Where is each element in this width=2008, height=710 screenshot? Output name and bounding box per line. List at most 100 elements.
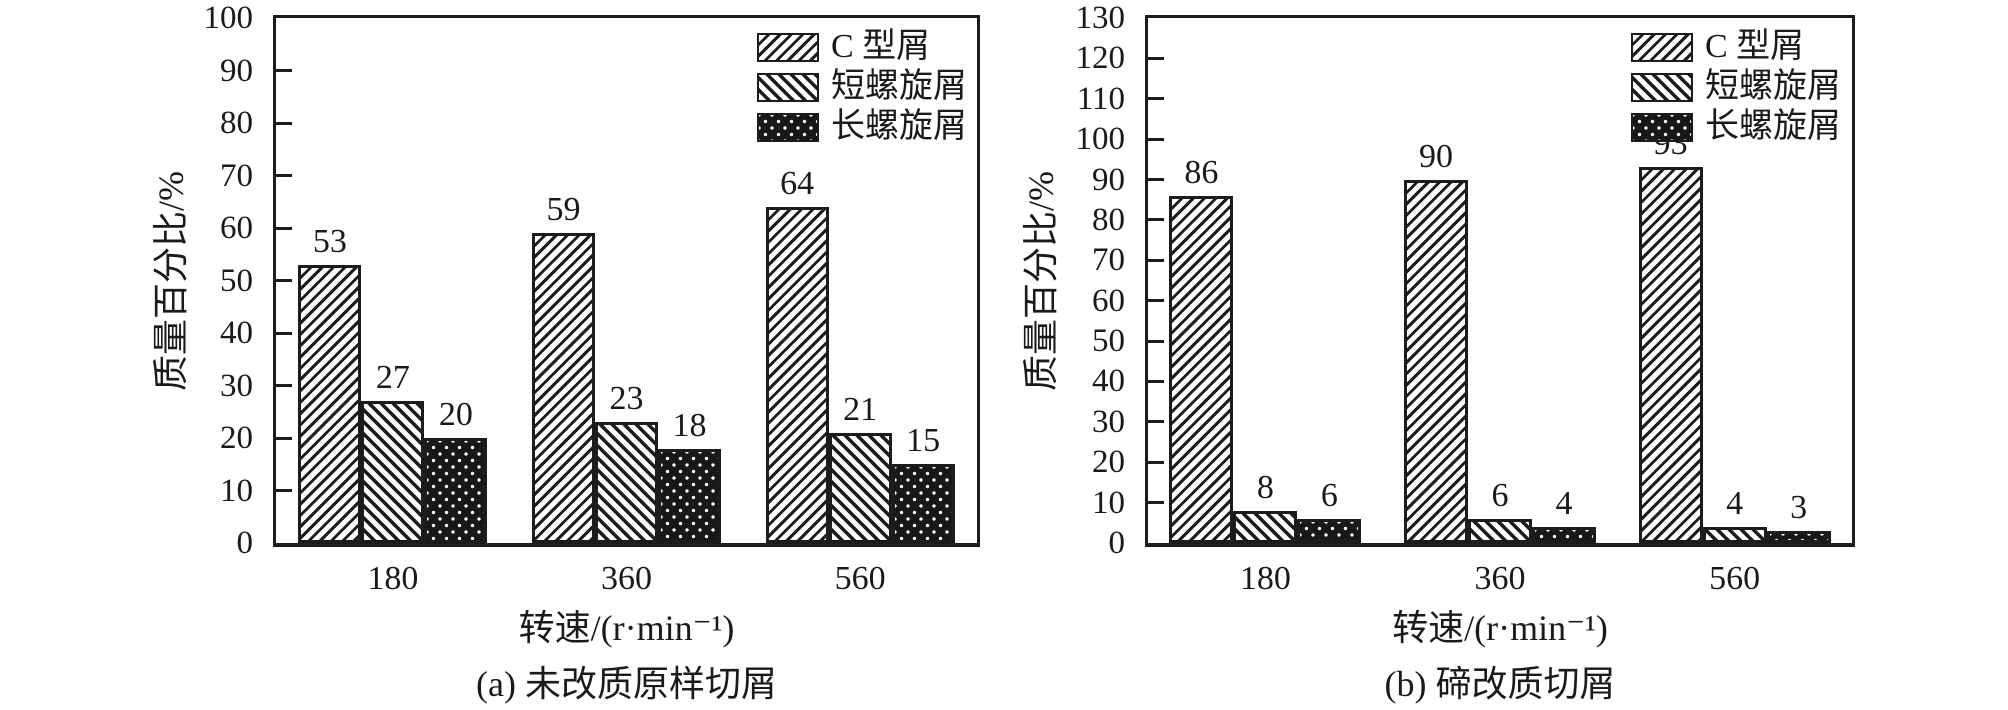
bar-value-label: 53 [312, 222, 347, 260]
x-axis-tick-label: 360 [1474, 560, 1526, 597]
y-axis-tick-label: 110 [1076, 80, 1125, 117]
y-axis-tick [1148, 460, 1164, 464]
bar-hatch-forward-diagonal-group2 [1404, 179, 1468, 543]
y-axis-tick-label: 30 [1092, 403, 1125, 440]
bar-hatch-back-diagonal-group1 [361, 401, 425, 543]
y-axis-tick-label: 100 [203, 0, 254, 36]
y-axis-tick-label: 60 [1092, 282, 1125, 319]
bar-value-label: 90 [1419, 137, 1453, 175]
y-axis-tick [276, 279, 292, 282]
legend-label: 短螺旋屑 [1705, 68, 1841, 105]
bar-hatch-forward-diagonal-group3 [1638, 167, 1703, 543]
y-axis-tick [1148, 299, 1164, 303]
bar-dark-dot-grid-group3 [1766, 530, 1831, 543]
bar-dark-dot-grid-group1 [1297, 518, 1362, 543]
bar-value-label: 15 [906, 422, 941, 460]
bar-dark-dot-grid-group1 [424, 438, 488, 543]
y-axis-tick [1148, 258, 1164, 262]
legend-swatch-hatch-forward-diagonal [757, 33, 819, 62]
chart-caption: (a) 未改质原样切屑 [476, 664, 777, 704]
bar-value-label: 4 [1555, 484, 1573, 522]
legend-label: C 型屑 [831, 28, 931, 65]
bar-value-label: 6 [1491, 476, 1509, 514]
y-axis-tick-label: 20 [220, 420, 253, 456]
y-axis-tick-label: 10 [220, 472, 253, 509]
y-axis-tick-label: 40 [1092, 363, 1125, 400]
bar-value-label: 4 [1726, 484, 1744, 522]
y-axis-tick-label: 90 [220, 52, 253, 89]
y-axis-tick [276, 226, 292, 230]
y-axis-tick-label: 40 [220, 315, 253, 351]
y-axis-tick-label: 0 [1108, 525, 1126, 561]
y-axis-tick [1148, 218, 1164, 222]
y-axis-tick-label: 60 [220, 210, 253, 246]
y-axis-tick-label: 20 [1092, 444, 1125, 481]
bar-value-label: 18 [672, 406, 707, 444]
bar-value-label: 21 [843, 390, 878, 428]
y-axis-tick-label: 70 [220, 157, 253, 194]
y-axis-tick-label: 90 [1092, 161, 1125, 198]
x-axis-tick-label: 180 [367, 560, 419, 597]
chart-caption: (b) 碲改质切屑 [1384, 664, 1616, 704]
bar-value-label: 64 [780, 165, 815, 202]
x-axis-tick-label: 360 [601, 560, 652, 597]
bar-hatch-forward-diagonal-group3 [765, 207, 829, 543]
bar-hatch-back-diagonal-group3 [828, 432, 892, 543]
y-axis-title: 质量百分比/% [151, 171, 191, 391]
x-axis-tick-label: 180 [1239, 560, 1291, 597]
y-axis-tick-label: 120 [1075, 40, 1126, 77]
y-axis-tick-label: 50 [1092, 323, 1125, 360]
bar-value-label: 20 [438, 396, 473, 433]
y-axis-tick [276, 174, 292, 177]
y-axis-tick-label: 10 [1092, 484, 1125, 521]
y-axis-tick [1148, 420, 1164, 424]
y-axis-tick-label: 80 [220, 105, 253, 141]
legend-swatch-dark-dot-grid [1631, 113, 1693, 142]
legend-swatch-hatch-back-diagonal [757, 73, 819, 102]
bar-hatch-forward-diagonal-group2 [532, 233, 595, 543]
bar-dark-dot-grid-group2 [658, 448, 721, 543]
y-axis-tick [1148, 501, 1164, 505]
plot-frame [1145, 15, 1855, 547]
legend-label: C 型屑 [1705, 28, 1805, 65]
bar-hatch-back-diagonal-group2 [1468, 518, 1532, 543]
x-axis-tick-label: 560 [1709, 560, 1761, 597]
bar-dark-dot-grid-group3 [891, 464, 955, 543]
legend-label: 长螺旋屑 [1705, 108, 1841, 145]
bar-hatch-forward-diagonal-group1 [1169, 195, 1234, 543]
y-axis-tick-label: 30 [220, 367, 253, 404]
y-axis-tick [276, 121, 292, 125]
y-axis-tick-label: 80 [1092, 201, 1125, 238]
y-axis-tick [276, 489, 292, 492]
x-axis-title: 转速/(r·min⁻¹) [1392, 608, 1608, 648]
y-axis-tick [1148, 137, 1164, 141]
bar-value-label: 86 [1184, 153, 1219, 191]
bar-value-label: 23 [609, 380, 644, 418]
bar-hatch-back-diagonal-group2 [595, 422, 658, 543]
y-axis-title: 质量百分比/% [1021, 171, 1061, 391]
legend-swatch-hatch-forward-diagonal [1631, 33, 1693, 62]
bar-hatch-back-diagonal-group1 [1233, 510, 1298, 543]
y-axis-tick [276, 69, 292, 72]
legend-swatch-hatch-back-diagonal [1631, 73, 1693, 102]
bar-dark-dot-grid-group2 [1532, 526, 1596, 543]
legend-swatch-dark-dot-grid [757, 113, 819, 142]
y-axis-tick-label: 130 [1075, 0, 1126, 36]
y-axis-tick [1148, 97, 1164, 101]
bar-hatch-forward-diagonal-group1 [298, 264, 362, 543]
y-axis-tick-label: 100 [1075, 121, 1126, 158]
y-axis-tick [276, 436, 292, 440]
bar-value-label: 6 [1320, 476, 1338, 514]
x-axis-tick-label: 560 [834, 560, 886, 597]
y-axis-tick [1148, 339, 1164, 343]
y-axis-tick [276, 384, 292, 387]
bar-value-label: 8 [1256, 468, 1274, 506]
y-axis-tick [1148, 56, 1164, 60]
legend-label: 短螺旋屑 [831, 68, 967, 105]
legend-label: 长螺旋屑 [831, 108, 967, 145]
y-axis-tick [276, 331, 292, 335]
y-axis-tick [1148, 178, 1164, 182]
x-axis-title: 转速/(r·min⁻¹) [518, 608, 735, 648]
bar-hatch-back-diagonal-group3 [1702, 526, 1767, 543]
